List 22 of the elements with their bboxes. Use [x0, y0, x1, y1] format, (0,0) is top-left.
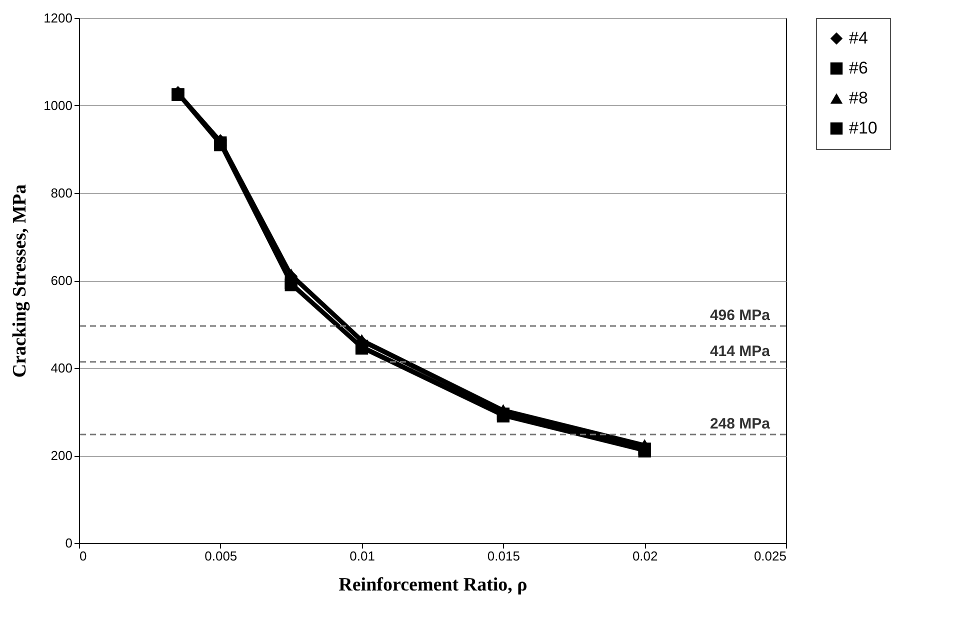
y-tick-label: 400 — [50, 360, 72, 376]
x-tick-label: 0.005 — [204, 548, 238, 564]
ref-line-label: 248 MPa — [710, 416, 771, 432]
legend-label: #10 — [849, 118, 878, 138]
y-tick-label: 1200 — [44, 10, 72, 26]
x-axis-title: Reinforcement Ratio, ρ — [338, 574, 528, 596]
y-tick-label: 600 — [50, 273, 72, 288]
x-tick-label: 0 — [80, 548, 87, 564]
legend-label: #8 — [849, 88, 868, 108]
legend-label: #6 — [849, 58, 868, 78]
y-tick-label: 200 — [50, 448, 72, 463]
ref-line-label: 496 MPa — [710, 307, 771, 324]
y-tick-label: 1000 — [44, 98, 72, 113]
ref-line-label: 414 MPa — [710, 342, 771, 360]
y-tick-label: 0 — [65, 536, 72, 550]
x-tick-label: 0.01 — [350, 548, 375, 564]
y-tick-label: 800 — [50, 186, 72, 200]
x-tick-label: 0.015 — [487, 548, 520, 564]
x-tick-label: 0.025 — [754, 548, 786, 564]
y-axis-title: Cracking Stresses, MPa — [10, 184, 31, 378]
x-tick-label: 0.02 — [632, 548, 658, 564]
legend-label: #4 — [849, 28, 868, 48]
